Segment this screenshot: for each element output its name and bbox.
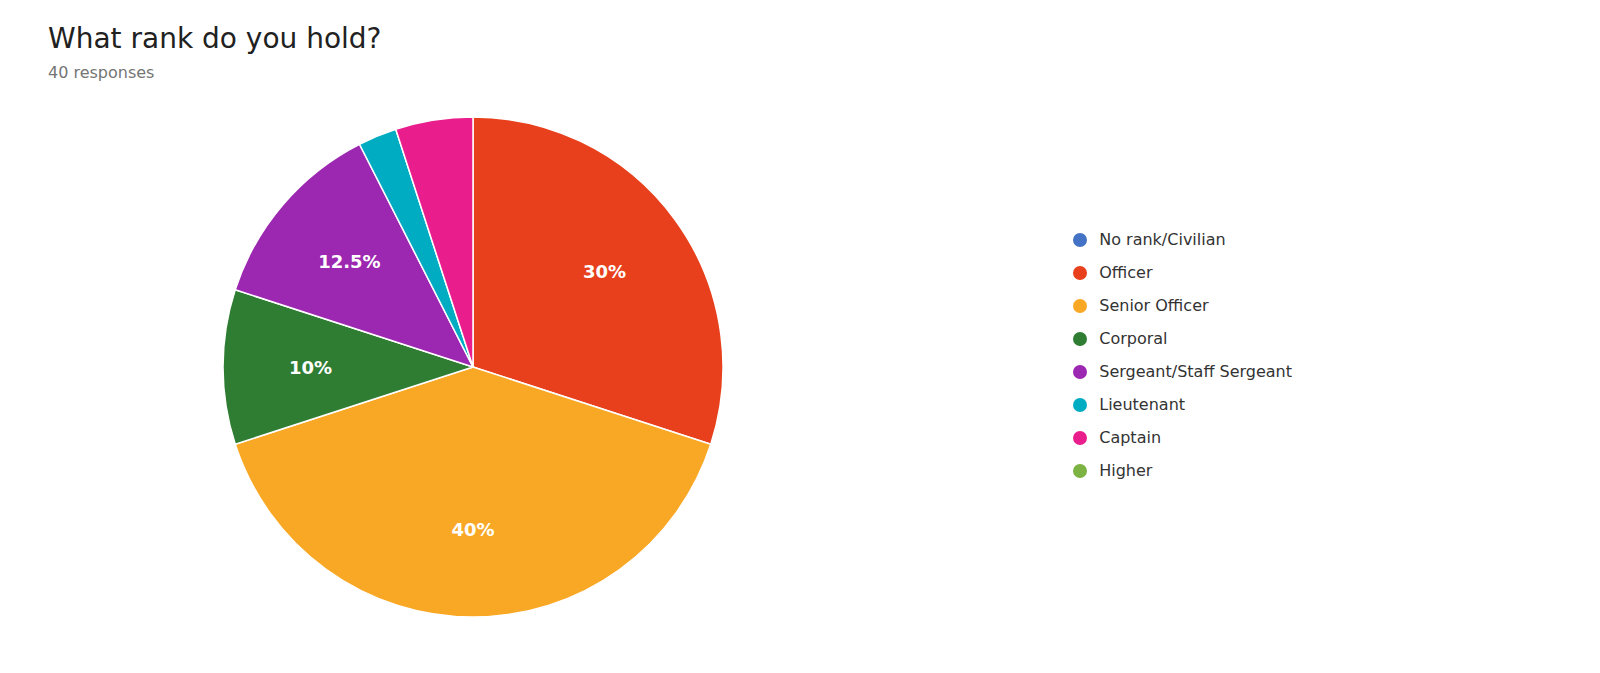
svg-text:40%: 40% (451, 519, 494, 540)
html-text:Senior Officer: Senior Officer (1099, 296, 1209, 315)
html-text:Captain: Captain (1099, 428, 1161, 447)
svg-text:12.5%: 12.5% (318, 251, 380, 272)
html-text:Lieutenant: Lieutenant (1099, 395, 1186, 414)
html-text:Corporal: Corporal (1099, 329, 1168, 348)
html-text:Higher: Higher (1099, 461, 1153, 480)
svg-text:10%: 10% (289, 357, 332, 378)
html-text:40 responses: 40 responses (48, 63, 155, 82)
html-text:No rank/Civilian: No rank/Civilian (1099, 230, 1226, 249)
svg-text:30%: 30% (583, 261, 626, 282)
html-text:Sergeant/Staff Sergeant: Sergeant/Staff Sergeant (1099, 362, 1292, 381)
html-text:Officer: Officer (1099, 263, 1153, 282)
html-text:What rank do you hold?: What rank do you hold? (48, 22, 382, 55)
